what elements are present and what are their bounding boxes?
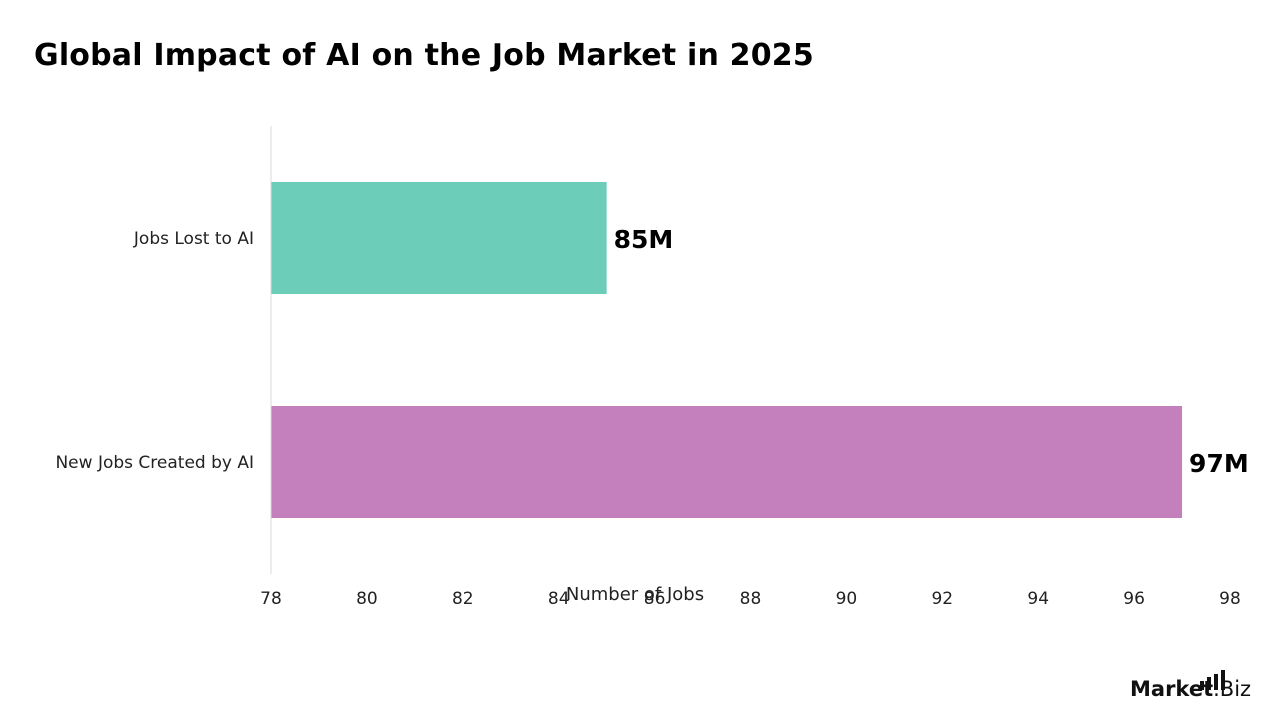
logo-text: Market bbox=[1130, 677, 1214, 701]
category-label: Jobs Lost to AI bbox=[133, 229, 254, 249]
x-tick-label: 94 bbox=[1027, 589, 1049, 609]
data-label: 97M bbox=[1189, 449, 1249, 478]
category-label: New Jobs Created by AI bbox=[55, 453, 254, 473]
x-tick-label: 82 bbox=[452, 589, 474, 609]
x-tick-label: 80 bbox=[356, 589, 378, 609]
x-tick-label: 92 bbox=[931, 589, 953, 609]
data-label: 85M bbox=[614, 225, 674, 254]
x-tick-label: 98 bbox=[1219, 589, 1241, 609]
x-tick-label: 96 bbox=[1123, 589, 1145, 609]
bar bbox=[271, 182, 607, 294]
bar-chart-icon bbox=[1200, 670, 1225, 690]
chart-title: Global Impact of AI on the Job Market in… bbox=[34, 38, 814, 73]
x-axis-title: Number of Jobs bbox=[566, 584, 704, 605]
x-tick-label: 86 bbox=[644, 589, 666, 609]
x-tick-label: 88 bbox=[740, 589, 762, 609]
bar bbox=[271, 406, 1183, 518]
logo-wordmark: Market.Biz bbox=[1130, 677, 1251, 701]
marketbiz-logo: Market.Biz bbox=[1130, 668, 1260, 708]
x-tick-label: 90 bbox=[836, 589, 858, 609]
x-tick-label: 78 bbox=[260, 589, 282, 609]
logo-suffix: .Biz bbox=[1213, 677, 1252, 701]
x-tick-label: 84 bbox=[548, 589, 570, 609]
